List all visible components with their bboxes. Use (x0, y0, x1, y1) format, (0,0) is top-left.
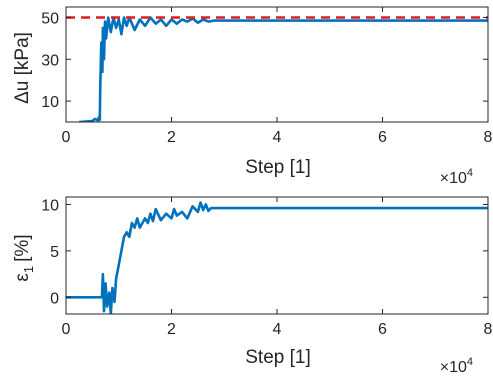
top-x-axis-label: Step [1] (245, 157, 311, 178)
bottom-y-tick-label: 10 (41, 197, 59, 214)
top-x-tick-label: 2 (167, 129, 176, 146)
bottom-x-tick-label: 2 (167, 321, 176, 338)
top-axes-group: Δu [kPa] Step [1] ×104 0 2 4 6 8 10 30 50 (12, 6, 493, 187)
bottom-y-tick-label: 0 (50, 290, 59, 307)
bottom-x-tick-label: 8 (484, 321, 493, 338)
top-x-tick-label: 6 (378, 129, 387, 146)
bottom-axes-box (65, 196, 489, 315)
top-axes-box (65, 6, 489, 123)
top-y-tick-label: 50 (41, 10, 59, 27)
bottom-series-line-1 (66, 201, 488, 314)
top-x-multiplier: ×104 (440, 167, 473, 187)
bottom-x-tick-label: 0 (62, 321, 71, 338)
top-series-line-1 (79, 16, 488, 122)
bottom-x-multiplier: ×104 (440, 356, 473, 376)
bottom-axes-group: ε1[%] Step [1] ×104 0 2 4 6 8 0 5 10 (12, 196, 493, 376)
top-x-tick-label: 0 (62, 129, 71, 146)
top-x-tick-label: 4 (273, 129, 282, 146)
bottom-x-tick-label: 4 (273, 321, 282, 338)
top-y-tick-label: 10 (41, 94, 59, 111)
top-x-tick-label: 8 (484, 129, 493, 146)
top-y-axis-label: Δu [kPa] (12, 32, 33, 104)
bottom-y-axis-label: ε1[%] (12, 234, 36, 281)
bottom-x-axis-label: Step [1] (245, 347, 311, 368)
top-y-tick-label: 30 (41, 52, 59, 69)
bottom-y-tick-label: 5 (50, 244, 59, 261)
bottom-x-tick-label: 6 (378, 321, 387, 338)
